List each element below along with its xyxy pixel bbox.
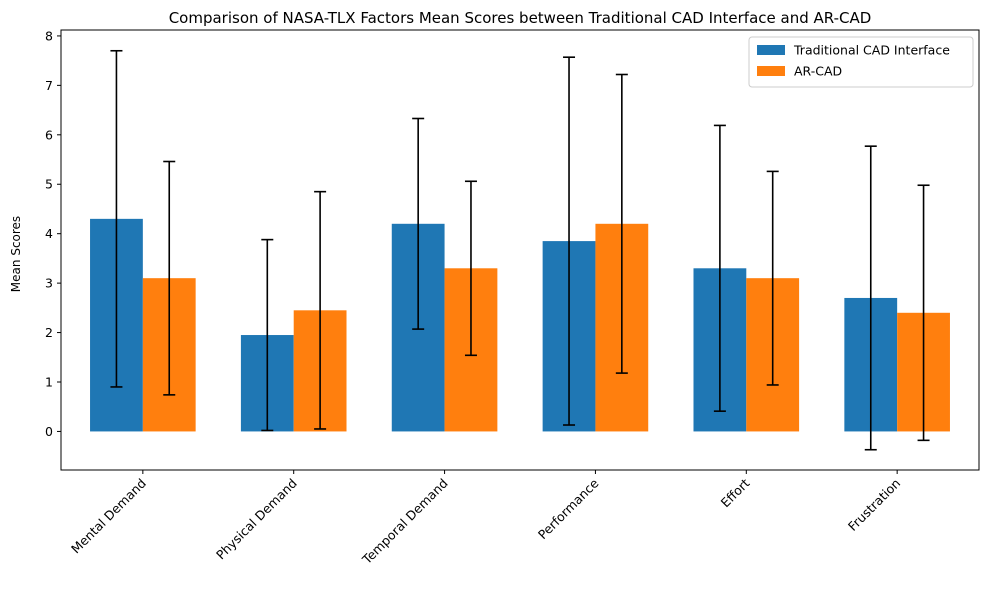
x-tick-label: Temporal Demand [359, 476, 451, 568]
y-tick-label: 3 [45, 276, 53, 291]
y-tick-label: 1 [45, 375, 53, 390]
y-tick-label: 2 [45, 325, 53, 340]
legend-swatch [757, 45, 785, 55]
x-tick-label: Mental Demand [68, 476, 149, 557]
y-tick-label: 0 [45, 424, 53, 439]
legend-swatch [757, 66, 785, 76]
y-tick-label: 7 [45, 78, 53, 93]
x-tick-label: Performance [535, 475, 602, 542]
y-tick-label: 6 [45, 127, 53, 142]
legend: Traditional CAD Interface AR-CAD [748, 36, 974, 88]
y-tick-label: 4 [45, 226, 53, 241]
legend-label: Traditional CAD Interface [793, 43, 950, 58]
plot-frame [60, 29, 980, 471]
x-tick-label: Effort [718, 475, 753, 510]
y-tick-label: 5 [45, 177, 53, 192]
legend-label: AR-CAD [794, 64, 842, 79]
y-tick-label: 8 [45, 28, 53, 43]
x-tick-label: Physical Demand [213, 476, 300, 563]
y-axis-label: Mean Scores [9, 216, 23, 292]
plot-area [90, 49, 950, 451]
chart-title: Comparison of NASA-TLX Factors Mean Scor… [169, 9, 872, 27]
x-tick-label: Frustration [845, 476, 903, 534]
legend-box [748, 36, 974, 88]
